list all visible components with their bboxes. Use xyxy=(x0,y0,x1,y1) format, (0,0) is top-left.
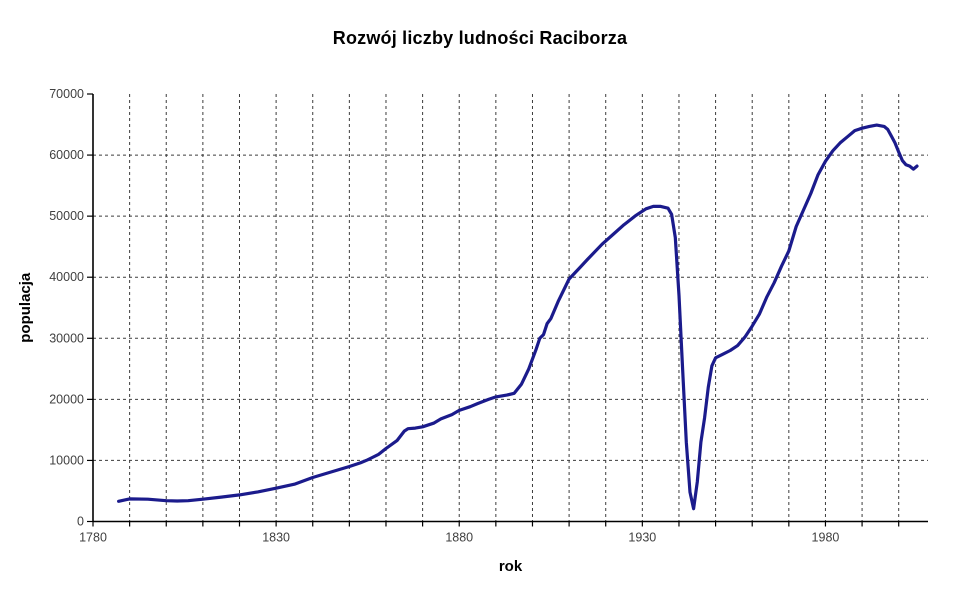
y-tick-label: 50000 xyxy=(49,209,84,223)
y-tick-label: 60000 xyxy=(49,148,84,162)
y-tick-label: 0 xyxy=(77,515,84,529)
population-series-line xyxy=(116,123,919,511)
y-axis-label: populacja xyxy=(17,272,34,343)
y-tick-label: 30000 xyxy=(49,331,84,345)
x-tick-label: 1980 xyxy=(812,531,840,545)
x-tick-label: 1780 xyxy=(79,531,107,545)
chart-title: Rozwój liczby ludności Raciborza xyxy=(332,28,628,48)
x-axis-label: rok xyxy=(499,558,523,575)
y-tick-label: 20000 xyxy=(49,392,84,406)
x-tick-label: 1880 xyxy=(445,531,473,545)
y-tick-label: 70000 xyxy=(49,87,84,101)
x-tick-label: 1830 xyxy=(262,531,290,545)
y-tick-label: 40000 xyxy=(49,270,84,284)
y-tick-label: 10000 xyxy=(49,453,84,467)
x-tick-label: 1930 xyxy=(628,531,656,545)
